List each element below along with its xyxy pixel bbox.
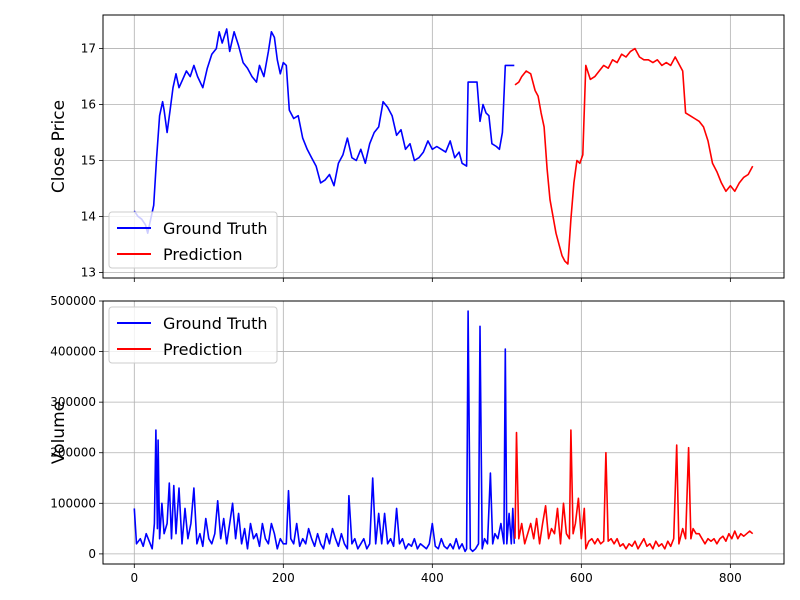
- y-tick-label: 14: [81, 209, 96, 223]
- legend-label-ground-truth: Ground Truth: [163, 314, 268, 333]
- volume-legend: Ground Truth Prediction: [108, 306, 278, 364]
- x-tick-label: 800: [719, 571, 742, 585]
- y-tick-label: 16: [81, 98, 96, 112]
- x-tick-label: 200: [272, 571, 295, 585]
- x-tick-label: 400: [421, 571, 444, 585]
- legend-label-prediction: Prediction: [163, 245, 242, 264]
- legend-label-ground-truth: Ground Truth: [163, 219, 268, 238]
- y-tick-label: 13: [81, 265, 96, 279]
- volume-panel: 0 200 400 600 800 0 100000 200000 300000 400000 50…: [49, 294, 785, 585]
- x-tick-label: 600: [570, 571, 593, 585]
- y-tick-label: 15: [81, 153, 96, 167]
- x-tick-label: 0: [130, 571, 138, 585]
- series-line-ground-truth: [133, 28, 515, 234]
- series-line-ground-truth: [133, 310, 516, 553]
- volume-ticks: 0 200 400 600 800 0 100000 200000 300000 400000 50…: [50, 294, 742, 585]
- close-price-y-axis-label: Close Price: [49, 100, 69, 193]
- close-price-ticks: 13 14 15 16 17: [81, 42, 731, 282]
- legend-label-prediction: Prediction: [163, 340, 242, 359]
- y-tick-label: 200000: [50, 446, 96, 460]
- y-tick-label: 400000: [50, 345, 96, 359]
- volume-y-axis-label: Volume: [49, 401, 69, 464]
- volume-plot-frame: [102, 300, 785, 565]
- y-tick-label: 0: [88, 547, 96, 561]
- close-price-series: [133, 28, 754, 265]
- y-tick-label: 17: [81, 42, 96, 56]
- y-tick-label: 500000: [50, 294, 96, 308]
- y-tick-label: 300000: [50, 395, 96, 409]
- close-price-plot-frame: [102, 14, 785, 279]
- close-price-panel: 13 14 15 16 17 Close Price Ground Truth Pred…: [49, 14, 785, 282]
- volume-series: [133, 310, 754, 553]
- y-tick-label: 100000: [50, 496, 96, 510]
- series-line-prediction: [514, 47, 754, 265]
- series-line-prediction: [514, 429, 754, 550]
- close-price-legend: Ground Truth Prediction: [108, 211, 278, 269]
